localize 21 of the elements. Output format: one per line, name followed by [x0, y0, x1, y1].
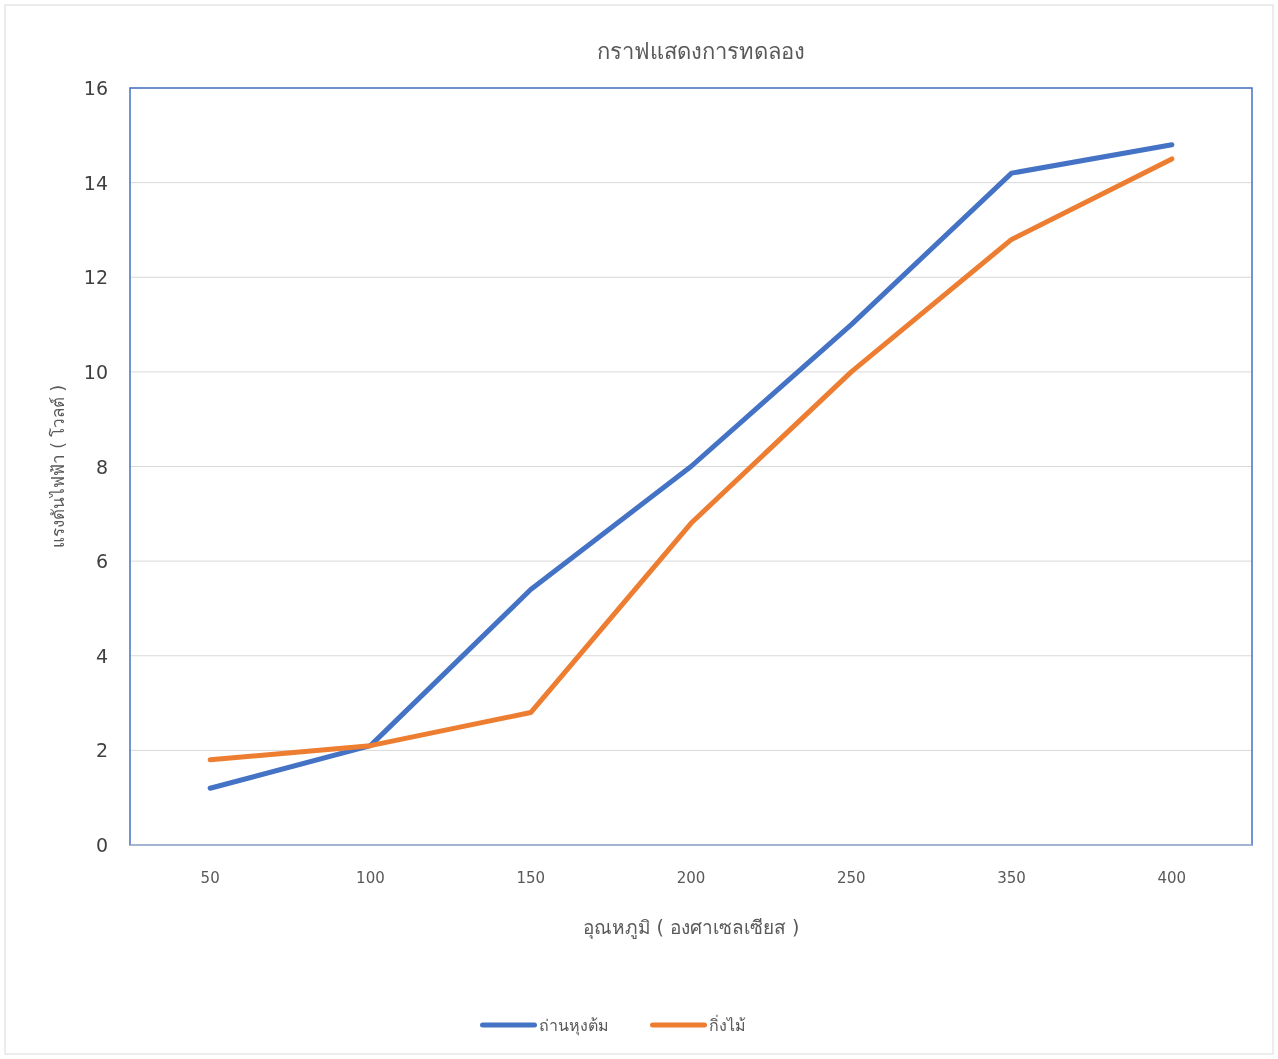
x-tick-label: 350: [997, 869, 1026, 887]
x-tick-label: 100: [356, 869, 385, 887]
x-tick-label: 200: [676, 869, 706, 887]
x-tick-label: 50: [200, 869, 220, 887]
y-tick-label: 10: [83, 360, 108, 383]
y-tick-label: 12: [83, 266, 108, 289]
y-tick-label: 4: [95, 644, 108, 667]
y-tick-label: 6: [95, 550, 108, 573]
y-tick-label: 8: [95, 455, 108, 478]
legend-label: กิ่งไม้: [708, 1014, 746, 1035]
chart-title: กราฟแสดงการทดลอง: [597, 39, 805, 64]
y-tick-label: 0: [95, 834, 108, 856]
x-axis-title: อุณหภูมิ ( องศาเซลเซียส ): [582, 916, 800, 940]
x-tick-label: 150: [516, 869, 546, 887]
legend-label: ถ่านหุงต้ม: [538, 1016, 609, 1036]
x-tick-label: 250: [836, 869, 866, 887]
y-tick-label: 2: [95, 739, 108, 762]
y-tick-label: 14: [83, 171, 108, 194]
x-tick-label: 400: [1157, 869, 1187, 887]
y-axis-title: แรงดันไฟฟ้า ( โวลต์ ): [48, 384, 68, 549]
y-tick-label: 16: [83, 77, 108, 99]
